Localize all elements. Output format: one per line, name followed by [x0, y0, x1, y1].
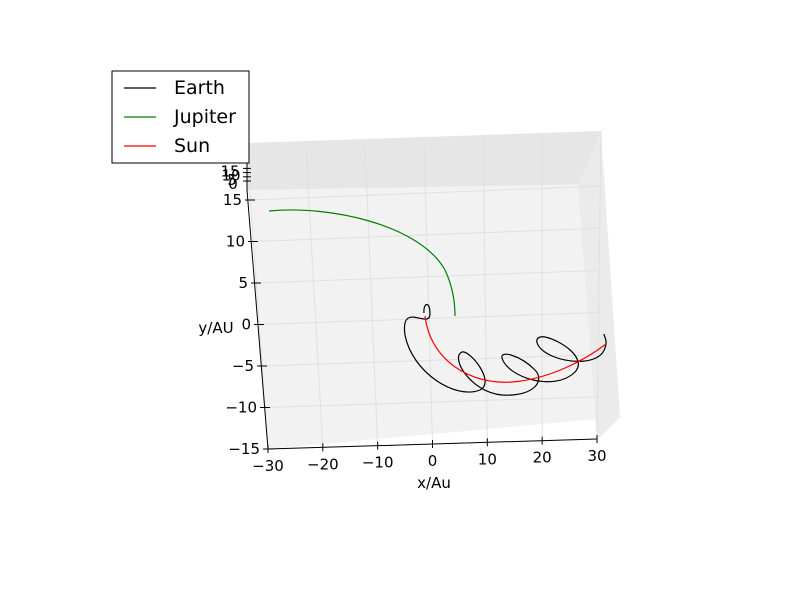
y-axis-line [246, 189, 269, 450]
x-grid-line [423, 141, 433, 445]
x-grid-line [596, 130, 602, 440]
y-ticks: −15 −10 −5 0 5 10 15 [223, 191, 273, 458]
sun-line [424, 315, 607, 383]
legend: Earth Jupiter Sun [111, 70, 250, 164]
x-tick-label: 30 [587, 447, 606, 465]
y-tick-label: 15 [223, 191, 242, 209]
x-ticks: −30 −20 −10 0 10 20 30 [252, 435, 607, 475]
back-pane [247, 131, 620, 449]
x-tick-label: 20 [533, 449, 552, 467]
y-grid-line [249, 185, 604, 201]
x-tick-label: −10 [362, 454, 394, 472]
earth-line [403, 303, 607, 396]
y-tick-label: 10 [226, 233, 245, 251]
x-grid-line [482, 138, 488, 443]
y-tick-label: −15 [228, 440, 260, 458]
jupiter-line [268, 209, 456, 317]
legend-entry-label: Sun [174, 135, 210, 157]
z-tick-label: 15 [220, 162, 239, 180]
x-tick-label: 0 [428, 452, 438, 470]
z-tick-label: 5 [227, 171, 237, 189]
floor-pane [247, 131, 601, 190]
y-grid-line [261, 354, 600, 367]
legend-entry-label: Jupiter [173, 106, 236, 128]
y-tick-label: −10 [225, 399, 257, 417]
y-grid-line [258, 312, 601, 325]
y-axis-label: y/AU [198, 319, 233, 337]
y-tick-label: 5 [238, 274, 248, 292]
y-grid-line [255, 269, 602, 284]
z-tick-label: 10 [221, 167, 240, 185]
x-grid-line [305, 149, 324, 448]
z-tick-label: 0 [228, 175, 238, 193]
legend-entry-label: Earth [174, 77, 225, 99]
y-grid-line [252, 227, 603, 242]
x-tick-label: −20 [307, 455, 339, 473]
x-tick-label: 10 [478, 450, 497, 468]
x-tick-label: −30 [252, 457, 284, 475]
y-tick-label: 0 [241, 316, 251, 334]
y-grid-line [264, 396, 599, 408]
x-axis-label: x/Au [417, 474, 451, 492]
y-tick-label: −5 [232, 357, 254, 375]
